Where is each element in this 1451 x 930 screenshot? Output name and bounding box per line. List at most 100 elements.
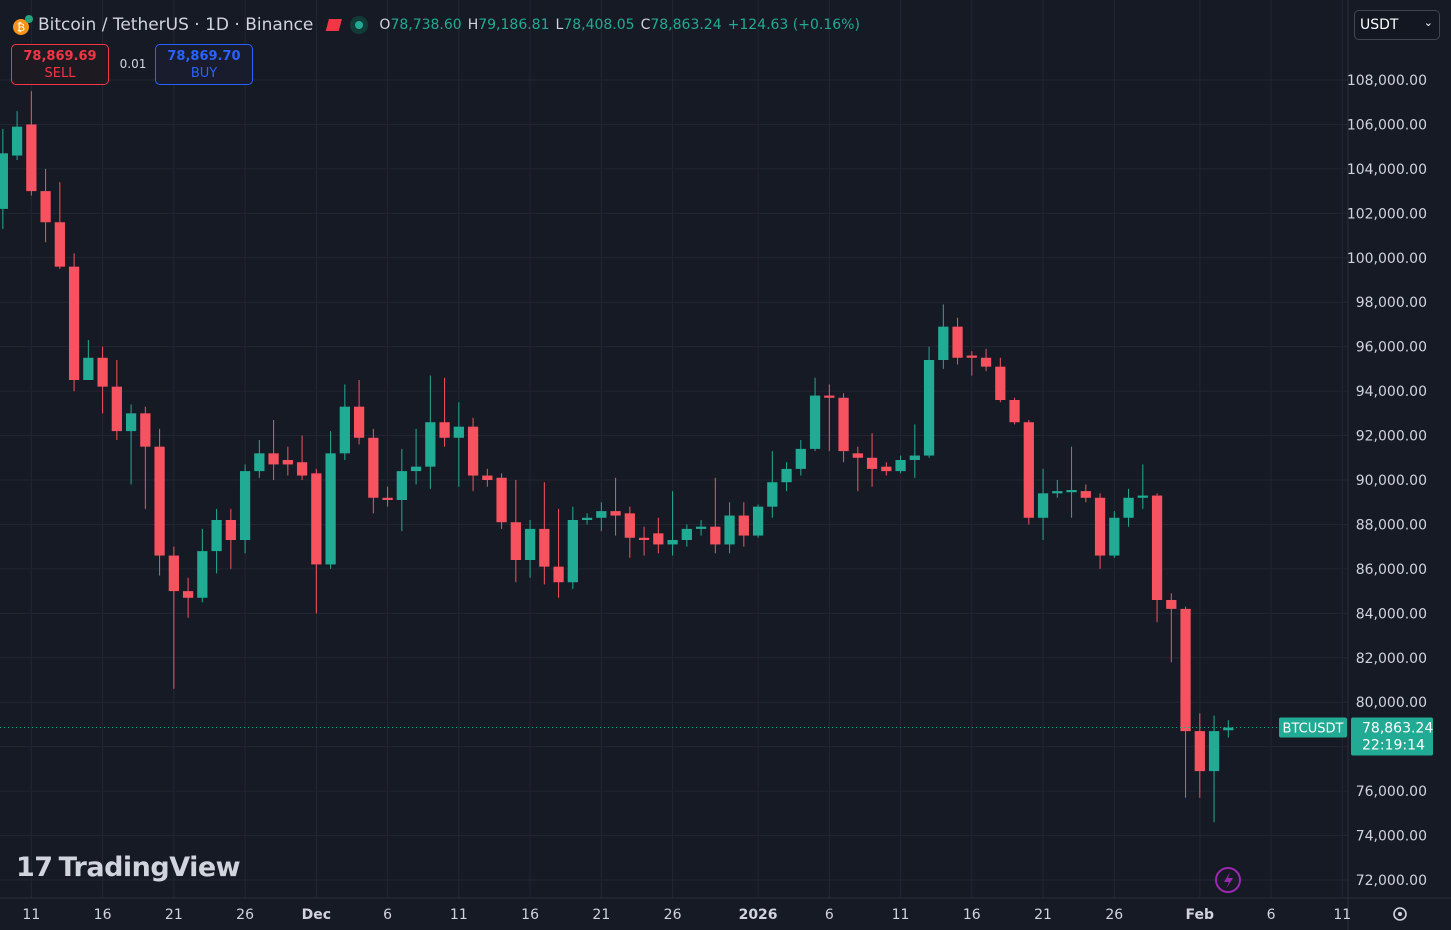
x-tick-label: 26 [664,907,682,923]
ohlc-value: 78,738.60 [390,17,462,33]
candle-body [353,406,365,438]
logo-mark: 17 [16,852,53,883]
buy-price: 78,869.70 [167,49,241,64]
candle-body [966,355,977,358]
candle-body [467,426,479,476]
candle-body [1023,422,1034,518]
candle-body [1066,490,1077,493]
y-tick-label: 80,000.00 [1356,695,1427,711]
y-tick-label: 102,000.00 [1347,206,1427,222]
candle-body [795,448,806,469]
y-tick-label: 108,000.00 [1347,73,1427,89]
candle-body [453,426,464,438]
flag-icon[interactable] [313,15,347,35]
candle-body [781,468,792,483]
x-tick-label: Dec [302,907,331,923]
candle-body [510,522,521,560]
candle-body [553,566,564,583]
y-tick-label: 76,000.00 [1356,784,1427,800]
ohlc: O78,738.60 H79,186.81 L78,408.05 C78,863.24… [379,17,866,33]
settings-icon[interactable] [1393,907,1407,921]
quantity[interactable]: 0.01 [119,57,147,71]
ohlc-value: 78,863.24 [650,17,722,33]
x-tick-label: 6 [383,907,392,923]
candle-body [382,497,393,500]
x-tick-label: 11 [1333,907,1351,923]
candle-body [1109,517,1120,556]
x-tick-label: 21 [1034,907,1052,923]
y-tick-label: 84,000.00 [1356,606,1427,622]
candle-body [695,526,707,529]
candle-body [539,528,550,567]
x-tick-label: 6 [825,907,834,923]
candle-body [339,406,350,454]
candle-body [1151,495,1163,600]
candle-body [211,520,222,552]
candle-body [396,471,407,500]
candle-body [168,555,179,592]
price-badge [1351,717,1433,756]
y-tick-label: 106,000.00 [1347,117,1427,133]
settings-dot [1398,912,1402,916]
candle-body [1137,495,1148,498]
candle-body [952,326,963,358]
candle-body [325,453,336,565]
x-tick-label: 6 [1267,907,1276,923]
events-icon[interactable] [1215,867,1241,893]
events-bolt [1224,872,1233,889]
candle-body [11,126,23,156]
ohlc-item: C78,863.24 [641,17,722,33]
candle-body [866,457,878,469]
candle-body [653,533,664,545]
axis-labels: 72,000.0074,000.0076,000.0078,000.0080,0… [22,73,1433,923]
watermark-text: TradingView [58,852,241,883]
candle-body [852,453,863,458]
currency-select[interactable]: USDT ⌄ [1354,10,1440,40]
candle-body [1166,600,1177,609]
x-tick-label: 11 [892,907,910,923]
symbol-label: BTCUSDT [1283,721,1344,736]
y-tick-label: 98,000.00 [1356,295,1427,311]
y-tick-label: 82,000.00 [1356,651,1427,667]
svg-text:₿: ₿ [17,21,25,34]
x-tick-label: 26 [236,907,254,923]
candle-body [40,191,51,223]
y-tick-label: 92,000.00 [1356,429,1427,445]
candle-body [1208,731,1220,772]
candle-body [1223,727,1234,731]
candle-body [923,360,935,456]
candle-body [97,357,108,387]
candle-body [1094,497,1106,556]
candle-body [581,517,593,520]
candle-body [1123,497,1134,518]
candle-body [197,551,208,598]
candle-body [824,395,835,398]
y-tick-label: 96,000.00 [1356,340,1427,356]
dropdown-arrow: ⌄ [1423,16,1433,29]
candle-body [524,528,536,560]
candle-body [239,471,251,540]
candle-body [296,462,308,476]
candle-body [254,453,265,472]
buy-button[interactable]: 78,869.70 BUY [155,44,253,85]
currency: USDT [1360,17,1399,33]
candle-body [368,437,379,498]
y-tick-label: 94,000.00 [1356,384,1427,400]
symbol[interactable]: Bitcoin / TetherUS · 1D · Binance [38,15,314,35]
candle-body [1180,608,1191,732]
sell-price: 78,869.69 [23,49,97,64]
ohlc-key: O [379,17,391,33]
candle-body [567,520,578,583]
legend: ₿ Bitcoin / TetherUS · 1D · Binance O78,… [12,12,866,38]
watermark: 17 TradingView [16,852,241,883]
candle-body [667,540,678,545]
sell-button[interactable]: 78,869.69 SELL [11,44,109,85]
candle-body [881,466,892,472]
candle-body [0,153,8,209]
candle-body [909,455,920,460]
y-tick-label: 74,000.00 [1356,829,1427,845]
candle-body [83,357,94,380]
candle-body [1052,491,1063,494]
x-tick-label: 16 [94,907,112,923]
